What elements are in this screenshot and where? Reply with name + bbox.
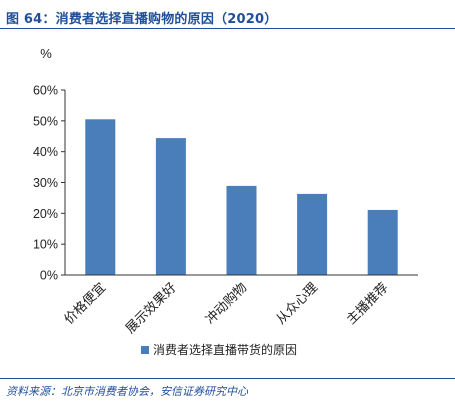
bar xyxy=(85,119,116,276)
bar xyxy=(367,209,398,275)
x-tick-labels: 价格便宜 展示效果好 冲动购物 从众心理 主播推荐 xyxy=(61,280,391,337)
source-note: 资料来源：北京市消费者协会，安信证券研究中心 xyxy=(6,385,248,398)
y-tick-label: 40% xyxy=(33,145,58,159)
y-tick-label: 60% xyxy=(33,84,58,98)
bar xyxy=(226,185,257,275)
bars xyxy=(85,119,398,276)
bar xyxy=(297,193,328,275)
legend-swatch xyxy=(141,346,149,354)
legend: 消费者选择直播带货的原因 xyxy=(141,342,297,357)
y-ticks: 0% 10% 20% 30% 40% 50% 60% xyxy=(33,84,65,283)
x-tick-label: 冲动购物 xyxy=(202,280,250,328)
title-rule xyxy=(0,28,455,29)
x-tick-label: 主播推荐 xyxy=(344,280,391,327)
x-tick-label: 价格便宜 xyxy=(61,280,109,328)
y-tick-label: 50% xyxy=(33,114,58,128)
x-tick-label: 从众心理 xyxy=(274,280,321,327)
x-tick-label: 展示效果好 xyxy=(123,280,180,337)
figure-title: 图 64：消费者选择直播购物的原因（2020） xyxy=(6,12,278,27)
y-tick-label: 20% xyxy=(33,207,58,221)
bar xyxy=(155,138,186,275)
bar-chart: % 0% 10% 20% 30% 40% 50% 60% 价格便宜 展示效果好 冲动购物 从众心理… xyxy=(33,46,418,357)
y-tick-label: 30% xyxy=(33,176,58,190)
y-tick-label: 10% xyxy=(33,238,58,252)
y-axis-unit-label: % xyxy=(40,46,52,61)
legend-label: 消费者选择直播带货的原因 xyxy=(153,342,297,357)
y-tick-label: 0% xyxy=(40,269,58,283)
source-rule xyxy=(0,378,455,379)
